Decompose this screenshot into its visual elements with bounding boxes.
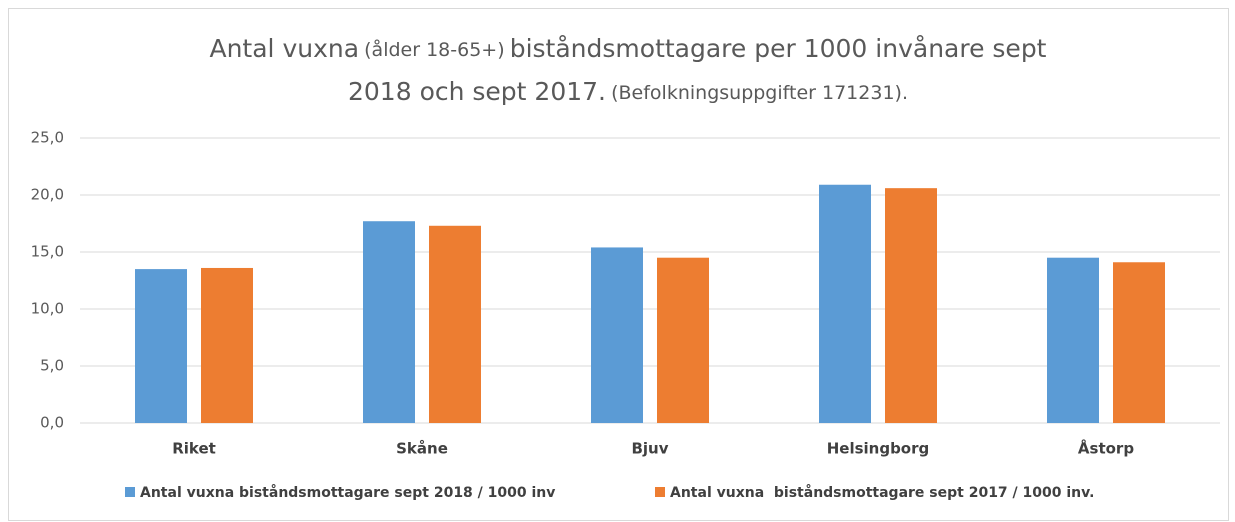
bar (135, 269, 187, 423)
title-part: (ålder 18-65+) (364, 38, 504, 61)
y-tick-label: 20,0 (31, 186, 64, 204)
y-tick-label: 10,0 (31, 300, 64, 318)
title-part: (Befolkningsuppgifter 171231). (611, 82, 908, 104)
title-part: Antal vuxna (209, 34, 359, 63)
bar (657, 257, 709, 423)
x-tick-label: Riket (172, 440, 216, 458)
x-tick-label: Skåne (396, 440, 448, 458)
legend-label: Antal vuxna biståndsmottagare sept 2017 … (670, 484, 1094, 501)
bar (1047, 257, 1099, 423)
bar (429, 225, 481, 423)
bar (363, 221, 415, 423)
y-tick-label: 25,0 (31, 129, 64, 147)
bar (591, 247, 643, 423)
bar (885, 188, 937, 423)
y-tick-label: 5,0 (40, 357, 64, 375)
title-part: biståndsmottagare per 1000 invånare sept (510, 34, 1047, 63)
legend-swatch (655, 487, 665, 497)
bar (1113, 262, 1165, 423)
y-tick-label: 15,0 (31, 243, 64, 261)
x-tick-label: Åstorp (1078, 439, 1134, 458)
bar (201, 267, 253, 423)
x-tick-label: Helsingborg (827, 440, 930, 458)
bar (819, 184, 871, 423)
y-tick-label: 0,0 (40, 414, 64, 432)
chart-title-line: Antal vuxna (ålder 18-65+) biståndsmotta… (209, 34, 1046, 63)
legend-swatch (125, 487, 135, 497)
title-part: 2018 och sept 2017. (348, 77, 606, 106)
legend-label: Antal vuxna biståndsmottagare sept 2018 … (140, 484, 555, 501)
chart-title-line: 2018 och sept 2017. (Befolkningsuppgifte… (348, 77, 908, 106)
x-tick-label: Bjuv (631, 440, 668, 458)
